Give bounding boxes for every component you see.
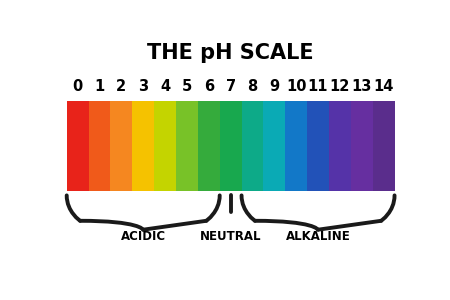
Text: 6: 6 xyxy=(204,79,214,94)
Bar xyxy=(110,101,132,191)
Text: 9: 9 xyxy=(269,79,279,94)
Text: 0: 0 xyxy=(72,79,83,94)
Bar xyxy=(242,101,263,191)
Bar xyxy=(329,101,351,191)
Text: 4: 4 xyxy=(160,79,170,94)
Text: 13: 13 xyxy=(351,79,372,94)
Text: THE pH SCALE: THE pH SCALE xyxy=(147,43,314,63)
Text: 3: 3 xyxy=(138,79,148,94)
Text: 5: 5 xyxy=(182,79,192,94)
Text: 11: 11 xyxy=(308,79,328,94)
Text: ACIDIC: ACIDIC xyxy=(121,230,166,243)
Bar xyxy=(176,101,198,191)
Text: 7: 7 xyxy=(225,79,236,94)
Text: 10: 10 xyxy=(286,79,306,94)
Bar xyxy=(307,101,329,191)
Bar xyxy=(132,101,154,191)
Bar xyxy=(89,101,110,191)
Text: 12: 12 xyxy=(330,79,350,94)
Bar xyxy=(351,101,373,191)
Bar xyxy=(67,101,89,191)
Bar xyxy=(285,101,307,191)
Bar xyxy=(198,101,220,191)
Text: 14: 14 xyxy=(374,79,394,94)
Text: 1: 1 xyxy=(94,79,104,94)
Bar xyxy=(220,101,242,191)
Bar xyxy=(373,101,395,191)
Bar xyxy=(263,101,285,191)
Text: NEUTRAL: NEUTRAL xyxy=(200,230,261,243)
Text: 8: 8 xyxy=(248,79,257,94)
Bar xyxy=(154,101,176,191)
Text: 2: 2 xyxy=(116,79,126,94)
Text: ALKALINE: ALKALINE xyxy=(286,230,351,243)
